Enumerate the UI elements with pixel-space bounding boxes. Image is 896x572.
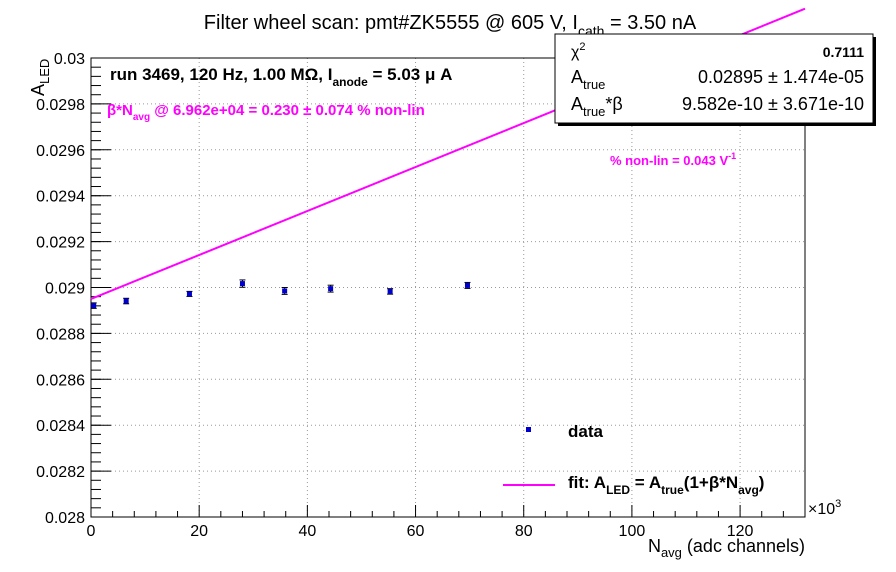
chart-title-tail: = 3.50 nA xyxy=(604,12,696,34)
run-info-tail: = 5.03 μ A xyxy=(368,65,453,84)
legend-data-label: data xyxy=(568,422,604,441)
stats-atrue-sub: true xyxy=(583,77,605,92)
x-axis-label-main: N xyxy=(648,536,661,556)
y-tick-label: 0.0284 xyxy=(36,418,85,435)
y-axis-label: ALED xyxy=(28,59,52,96)
stats-atrue-label: Atrue xyxy=(571,67,605,92)
stats-chi2-sup: 2 xyxy=(579,41,585,53)
stats-chi2-symbol: χ xyxy=(571,44,580,61)
stats-atrue-main: A xyxy=(571,67,583,87)
legend-fit-sub2: true xyxy=(661,483,684,497)
x-tick-labels: 0 20 40 60 80 100 120 xyxy=(87,523,754,540)
data-point xyxy=(328,286,334,292)
stats-beta-sub: true xyxy=(583,104,605,119)
beta-info-main: β*N xyxy=(107,102,133,119)
run-info-sub: anode xyxy=(332,75,368,89)
y-tick-label: 0.0294 xyxy=(36,189,85,206)
nonlin-sup: -1 xyxy=(728,151,736,161)
stats-beta-main: A xyxy=(571,94,583,114)
y-tick-label: 0.03 xyxy=(54,51,85,68)
fit-stats-box: χ2 0.7111 Atrue 0.02895 ± 1.474e-05 Atru… xyxy=(554,33,876,126)
legend-fit-sub1: LED xyxy=(606,483,630,497)
y-tick-label: 0.0286 xyxy=(36,372,85,389)
x-tick-label: 80 xyxy=(515,523,533,540)
grid-lines xyxy=(91,58,805,517)
x-tick-label: 60 xyxy=(407,523,425,540)
data-point xyxy=(282,288,288,294)
y-tick-label: 0.028 xyxy=(45,510,85,527)
run-info-main: run 3469, 120 Hz, 1.00 MΩ, I xyxy=(110,65,332,84)
data-point xyxy=(239,281,245,287)
legend-fit-tail: (1+β*N xyxy=(684,473,738,492)
beta-info-annotation: β*Navg @ 6.962e+04 = 0.230 ± 0.074 % non… xyxy=(107,102,425,123)
y-tick-label: 0.0292 xyxy=(36,235,85,252)
chart-title-main: Filter wheel scan: pmt#ZK5555 @ 605 V, I xyxy=(204,12,578,34)
legend-fit-label: fit: ALED = Atrue(1+β*Navg) xyxy=(568,473,764,497)
data-point xyxy=(387,288,393,294)
x-tick-label: 120 xyxy=(727,523,754,540)
y-axis-label-main: A xyxy=(28,84,48,96)
y-tick-label: 0.0282 xyxy=(36,464,85,481)
stats-atrue-value: 0.02895 ± 1.474e-05 xyxy=(698,67,864,87)
x-tick-label: 0 xyxy=(87,523,96,540)
legend: data fit: ALED = Atrue(1+β*Navg) xyxy=(503,422,764,497)
x-axis-multiplier: ×103 xyxy=(808,498,841,518)
x-tick-label: 20 xyxy=(190,523,208,540)
legend-fit-sub3: avg xyxy=(738,483,759,497)
axis-ticks xyxy=(90,57,806,518)
x-axis-label-sub: avg xyxy=(661,545,682,560)
beta-info-tail: @ 6.962e+04 = 0.230 ± 0.074 % non-lin xyxy=(150,102,425,119)
stats-chi2-label: χ2 xyxy=(571,41,586,61)
run-info-annotation: run 3469, 120 Hz, 1.00 MΩ, Ianode = 5.03… xyxy=(110,65,452,89)
stats-beta-label: Atrue*β xyxy=(571,94,623,119)
legend-fit-end: ) xyxy=(759,473,765,492)
legend-fit-mid: = A xyxy=(630,473,661,492)
legend-data-marker xyxy=(526,427,531,432)
x-tick-label: 40 xyxy=(298,523,316,540)
legend-fit-a: fit: A xyxy=(568,473,606,492)
nonlin-main: % non-lin = 0.043 V xyxy=(610,153,728,168)
y-tick-label: 0.0298 xyxy=(36,97,85,114)
y-tick-label: 0.029 xyxy=(45,281,85,298)
chart-title: Filter wheel scan: pmt#ZK5555 @ 605 V, I… xyxy=(204,12,697,39)
stats-beta-value: 9.582e-10 ± 3.671e-10 xyxy=(682,94,864,114)
stats-beta-tail: *β xyxy=(605,94,622,114)
data-points xyxy=(90,279,471,309)
x-axis-multiplier-exp: 3 xyxy=(835,498,841,510)
y-tick-labels: 0.028 0.0282 0.0284 0.0286 0.0288 0.029 0.0292… xyxy=(36,51,85,527)
y-tick-label: 0.0296 xyxy=(36,143,85,160)
x-tick-label: 100 xyxy=(619,523,646,540)
data-point xyxy=(91,303,97,309)
x-axis-label-tail: (adc channels) xyxy=(682,536,805,556)
nonlin-annotation: % non-lin = 0.043 V-1 xyxy=(610,151,736,168)
x-axis-multiplier-base: ×10 xyxy=(808,501,835,518)
y-tick-label: 0.0288 xyxy=(36,326,85,343)
stats-chi2-value: 0.7111 xyxy=(823,44,864,60)
data-point xyxy=(464,282,470,288)
stats-box-frame xyxy=(554,33,874,124)
data-point xyxy=(186,291,192,297)
beta-info-sub: avg xyxy=(133,112,150,123)
y-axis-label-sub: LED xyxy=(37,59,52,84)
x-axis-label: Navg (adc channels) xyxy=(648,536,805,560)
data-point xyxy=(123,298,129,304)
